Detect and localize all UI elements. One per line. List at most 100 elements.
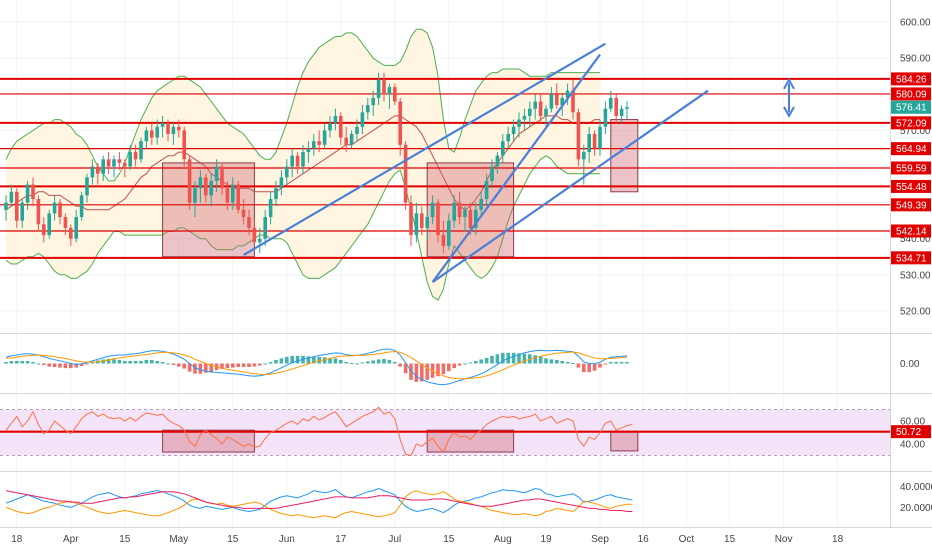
candle-body — [344, 137, 348, 145]
bollinger-lower — [5, 155, 600, 301]
x-tick-label: Aug — [494, 534, 512, 545]
x-tick-label: 15 — [443, 534, 455, 545]
macd-histogram-bar — [231, 363, 235, 368]
macd-histogram-bar — [522, 353, 527, 364]
macd-histogram-bar — [69, 363, 73, 369]
candle-body — [263, 217, 267, 239]
macd-histogram-bar — [479, 359, 483, 364]
candle-body — [209, 180, 213, 196]
candle-body — [598, 126, 602, 149]
macd-histogram-bar — [339, 359, 343, 364]
level-badge-label: 534.71 — [896, 253, 927, 264]
price-panel[interactable] — [0, 28, 890, 301]
candle-body — [193, 188, 197, 203]
macd-histogram-bar — [279, 358, 284, 364]
candle-body — [533, 101, 537, 109]
candle-body — [603, 108, 608, 127]
candle-body — [274, 188, 278, 199]
rsi-line — [5, 406, 633, 457]
candle-body — [182, 130, 186, 160]
price-tick-label: 570.00 — [900, 126, 931, 137]
candle-body — [468, 209, 473, 228]
candle-body — [414, 213, 419, 236]
candle-body — [609, 97, 613, 109]
candle-body — [214, 166, 219, 181]
level-badge — [891, 142, 931, 156]
x-tick-label: 17 — [335, 534, 347, 545]
macd-histogram-bar — [544, 358, 548, 364]
macd-histogram-bar — [582, 363, 586, 373]
candle-body — [490, 166, 494, 181]
candle-body — [560, 97, 564, 106]
level-badge-label: 554.48 — [896, 182, 927, 193]
macd-histogram-bar — [344, 361, 348, 364]
candle-body — [268, 199, 273, 218]
candle-body — [36, 199, 41, 225]
macd-panel[interactable] — [4, 348, 629, 386]
macd-histogram-bar — [317, 356, 321, 364]
macd-histogram-bar — [614, 361, 618, 364]
macd-histogram-bar — [387, 359, 392, 364]
level-badge — [891, 72, 931, 86]
trendline — [243, 42, 606, 256]
level-badge — [891, 224, 931, 238]
candle-body — [279, 177, 284, 189]
x-tick-label: 15 — [724, 534, 736, 545]
macd-histogram-bar — [90, 361, 95, 364]
macd-histogram-bar — [144, 359, 149, 364]
macd-histogram-bar — [112, 359, 116, 364]
macd-histogram-bar — [182, 363, 186, 369]
dmi-tick-label: 40.0000 — [900, 482, 932, 493]
rsi-value-badge — [891, 425, 931, 439]
macd-histogram-bar — [333, 358, 338, 364]
candle-body — [582, 152, 586, 160]
macd-histogram-bar — [193, 363, 197, 374]
candle-body — [295, 155, 300, 167]
macd-line — [5, 348, 628, 386]
candle-body — [565, 90, 570, 98]
macd-histogram-bar — [74, 363, 78, 368]
candle-body — [403, 144, 408, 203]
level-badge-label: 580.09 — [896, 89, 927, 100]
candle-body — [241, 209, 246, 218]
candle-body — [409, 202, 413, 236]
macd-histogram-bar — [20, 360, 24, 364]
candle-body — [452, 202, 456, 221]
candle-body — [511, 126, 516, 134]
dmi-tick-label: 20.0000 — [900, 503, 932, 514]
level-badge — [891, 179, 931, 193]
candle-body — [625, 107, 629, 109]
macd-histogram-bar — [366, 361, 370, 364]
macd-histogram-bar — [355, 363, 359, 365]
dmi-panel[interactable] — [5, 487, 633, 519]
candle-body — [430, 202, 435, 218]
candle-body — [360, 112, 365, 127]
rsi-panel[interactable] — [0, 406, 890, 457]
x-tick-label: 19 — [540, 534, 552, 545]
candle-body — [139, 141, 143, 160]
candle-body — [69, 227, 73, 239]
macd-histogram-bar — [560, 360, 564, 364]
bollinger-upper — [5, 28, 600, 182]
candle-body — [25, 184, 30, 203]
candle-body — [592, 134, 597, 149]
candle-body — [290, 155, 294, 167]
macd-histogram-bar — [187, 363, 192, 372]
macd-histogram-bar — [371, 360, 375, 364]
macd-histogram-bar — [123, 360, 127, 364]
macd-histogram-bar — [258, 363, 262, 366]
candle-body — [463, 209, 467, 218]
macd-histogram-bar — [166, 363, 170, 365]
macd-histogram-bar — [452, 363, 456, 369]
candle-body — [393, 87, 397, 102]
candle-body — [312, 141, 316, 149]
candle-body — [544, 108, 548, 116]
macd-histogram-bar — [171, 363, 176, 366]
candle-body — [587, 134, 591, 153]
candle-body — [398, 101, 402, 145]
rsi-tick-label: 40.00 — [900, 440, 925, 451]
macd-histogram-bar — [393, 361, 397, 364]
candle-body — [42, 224, 46, 236]
macd-histogram-bar — [117, 359, 122, 364]
